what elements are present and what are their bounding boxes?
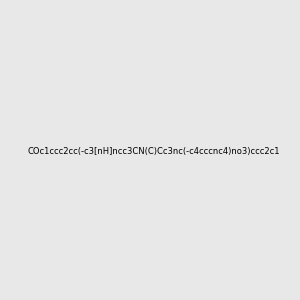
Text: COc1ccc2cc(-c3[nH]ncc3CN(C)Cc3nc(-c4cccnc4)no3)ccc2c1: COc1ccc2cc(-c3[nH]ncc3CN(C)Cc3nc(-c4cccn… bbox=[28, 147, 280, 156]
